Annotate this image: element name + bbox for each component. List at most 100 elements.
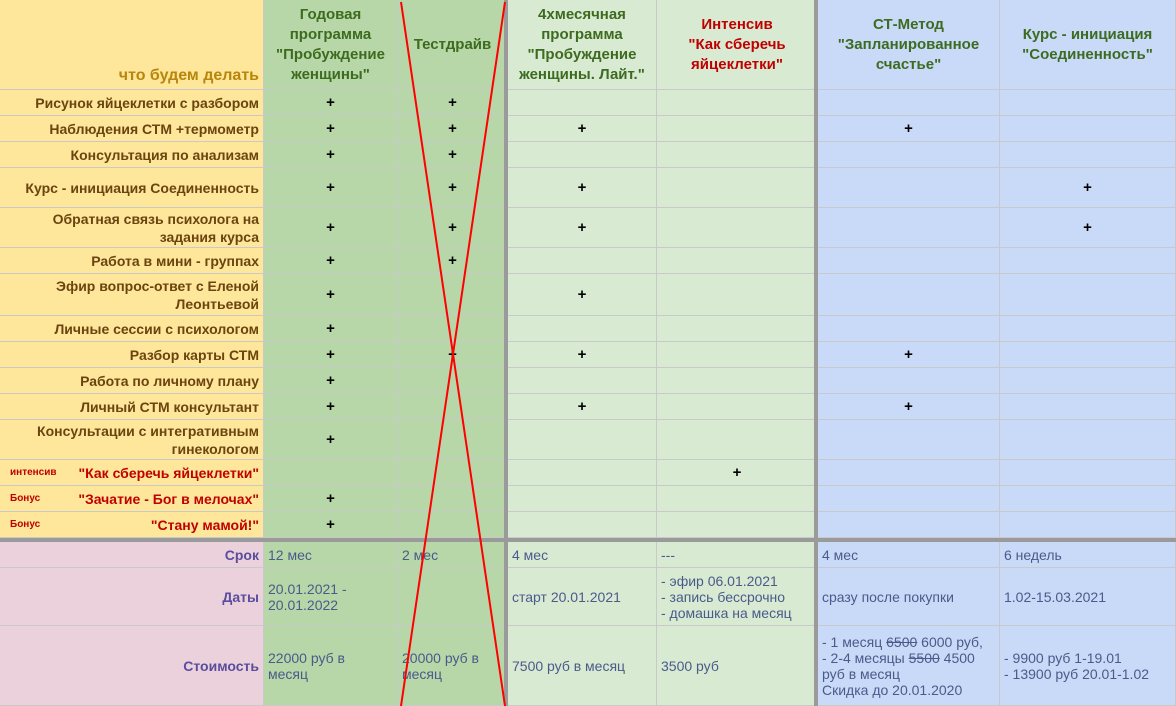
feature-mark: + xyxy=(264,248,398,274)
row-label: Бонус "Зачатие - Бог в мелочах" xyxy=(0,486,264,512)
column-header-text: Тестдрайв xyxy=(413,35,492,53)
bottom-row-label-text: Срок xyxy=(224,546,259,563)
info-text: сразу после покупки xyxy=(822,588,954,605)
row-label-text: Личные сессии с психологом xyxy=(54,320,259,337)
info-text: 20.01.2021 - 20.01.2022 xyxy=(268,580,347,613)
feature-mark xyxy=(508,460,657,486)
feature-mark xyxy=(657,274,818,316)
feature-mark xyxy=(657,208,818,248)
feature-mark xyxy=(1000,142,1176,168)
column-header-text: СТ-Метод "Запланированное счастье" xyxy=(837,15,980,73)
column-header: Тестдрайв xyxy=(398,0,508,90)
plus-mark: + xyxy=(448,146,457,163)
plus-mark: + xyxy=(326,516,335,533)
row-label: Обратная связь психолога на задания курс… xyxy=(0,208,264,248)
row-tag: Бонус xyxy=(10,492,41,504)
feature-mark xyxy=(657,512,818,538)
feature-mark xyxy=(398,460,508,486)
plus-mark: + xyxy=(326,146,335,163)
feature-mark xyxy=(818,368,1000,394)
info-text: - 9900 руб 1-19.01 - 13900 руб 20.01-1.0… xyxy=(1004,649,1150,682)
cross-line xyxy=(400,1,506,706)
column-header-text: Курс - инициация "Соединенность" xyxy=(1022,25,1153,63)
row-label: Эфир вопрос-ответ с Еленой Леонтьевой xyxy=(0,274,264,316)
info-cell: сразу после покупки xyxy=(818,568,1000,626)
feature-mark xyxy=(1000,460,1176,486)
feature-mark xyxy=(508,90,657,116)
info-cell: - эфир 06.01.2021 - запись бессрочно - д… xyxy=(657,568,818,626)
feature-mark xyxy=(818,248,1000,274)
plus-mark: + xyxy=(326,320,335,337)
row-label-text: "Зачатие - Бог в мелочах" xyxy=(78,490,259,507)
row-label-text: Разбор карты СТМ xyxy=(129,346,259,363)
plus-mark: + xyxy=(577,219,587,236)
feature-mark xyxy=(508,420,657,460)
feature-mark: + xyxy=(264,342,398,368)
feature-mark xyxy=(1000,420,1176,460)
column-header: Годовая программа "Пробуждение женщины" xyxy=(264,0,398,90)
info-cell: 20.01.2021 - 20.01.2022 xyxy=(264,568,398,626)
plus-mark: + xyxy=(1083,219,1092,236)
feature-mark xyxy=(657,168,818,208)
feature-mark: + xyxy=(508,342,657,368)
info-text: 3500 руб xyxy=(661,657,719,674)
row-label: Личный СТМ консультант xyxy=(0,394,264,420)
cost-line: - 1 месяц 6500 6000 руб, xyxy=(822,634,983,650)
info-cell: 2 мес xyxy=(398,542,508,568)
feature-mark: + xyxy=(1000,168,1176,208)
feature-mark: + xyxy=(1000,208,1176,248)
feature-mark xyxy=(818,142,1000,168)
feature-mark xyxy=(657,394,818,420)
plus-mark: + xyxy=(577,286,587,303)
plus-mark: + xyxy=(732,464,742,481)
row-label-text: Консультации с интегративным гинекологом xyxy=(37,422,259,457)
cost-text: - 1 месяц xyxy=(822,633,887,650)
feature-mark: + xyxy=(264,168,398,208)
feature-mark: + xyxy=(264,116,398,142)
old-price: 5500 xyxy=(908,649,940,666)
row-label: Работа по личному плану xyxy=(0,368,264,394)
plus-mark: + xyxy=(448,219,457,236)
feature-mark xyxy=(1000,316,1176,342)
feature-mark xyxy=(398,368,508,394)
feature-mark xyxy=(508,512,657,538)
plus-mark: + xyxy=(577,398,587,415)
info-text: 7500 руб в месяц xyxy=(512,657,626,674)
row-label-text: Наблюдения СТМ +термометр xyxy=(49,120,259,137)
feature-mark xyxy=(657,316,818,342)
info-cell: 12 мес xyxy=(264,542,398,568)
info-cell: - 9900 руб 1-19.01 - 13900 руб 20.01-1.0… xyxy=(1000,626,1176,706)
info-text: 1.02-15.03.2021 xyxy=(1004,588,1106,605)
feature-mark: + xyxy=(508,394,657,420)
row-label: Личные сессии с психологом xyxy=(0,316,264,342)
feature-mark xyxy=(398,394,508,420)
info-text: 6 недель xyxy=(1004,546,1062,563)
plus-mark: + xyxy=(448,120,457,137)
section-divider xyxy=(0,538,1176,542)
plus-mark: + xyxy=(577,179,587,196)
row-label: Рисунок яйцеклетки с разбором xyxy=(0,90,264,116)
plus-mark: + xyxy=(904,120,913,137)
row-tag: Бонус xyxy=(10,518,41,530)
feature-mark xyxy=(818,208,1000,248)
feature-mark xyxy=(818,90,1000,116)
plus-mark: + xyxy=(326,120,335,137)
row-label-text: "Стану мамой!" xyxy=(150,516,259,533)
bottom-row-label: Срок xyxy=(0,542,264,568)
new-price: 6000 руб, xyxy=(917,633,983,650)
feature-mark: + xyxy=(818,116,1000,142)
feature-mark: + xyxy=(264,394,398,420)
feature-mark xyxy=(818,274,1000,316)
feature-mark xyxy=(1000,248,1176,274)
feature-mark xyxy=(508,142,657,168)
info-text: 20000 руб в месяц xyxy=(402,649,479,682)
feature-mark xyxy=(398,420,508,460)
plus-mark: + xyxy=(326,252,335,269)
feature-mark xyxy=(508,486,657,512)
feature-mark: + xyxy=(264,274,398,316)
discount-text: Скидка до 20.01.2020 xyxy=(822,681,963,698)
feature-mark: + xyxy=(398,142,508,168)
row-label: Бонус "Стану мамой!" xyxy=(0,512,264,538)
plus-mark: + xyxy=(326,286,335,303)
